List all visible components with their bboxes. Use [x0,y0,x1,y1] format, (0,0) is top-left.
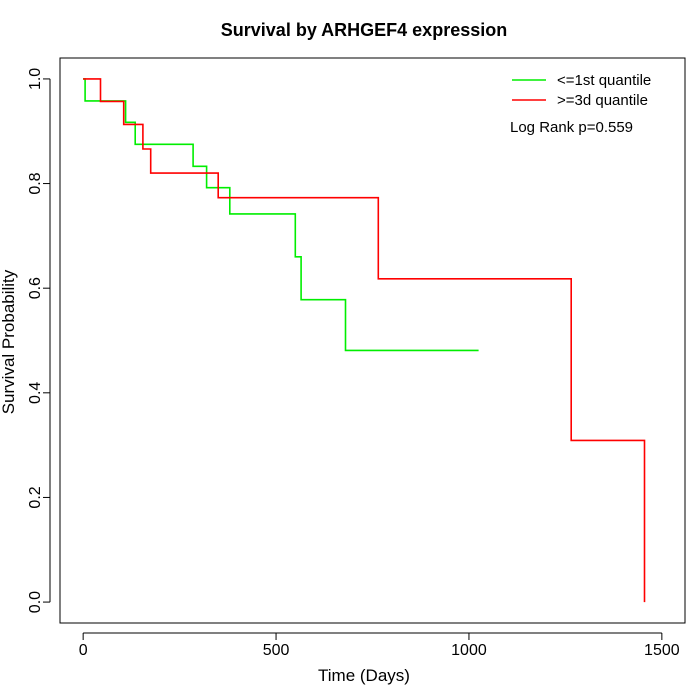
x-tick-label: 0 [79,642,88,659]
log-rank-annotation: Log Rank p=0.559 [510,119,633,136]
y-tick-label: 0.8 [27,172,44,194]
curve-series-1 [83,78,479,352]
y-tick-label: 0.4 [27,382,44,404]
survival-curves [83,78,646,603]
y-tick-label: 0.0 [27,591,44,613]
y-axis-label: Survival Probability [0,269,18,414]
x-axis-label: Time (Days) [318,666,410,685]
legend: <=1st quantile >=3d quantile [512,72,651,109]
x-tick-label: 1000 [451,642,487,659]
legend-label: >=3d quantile [557,92,648,109]
x-tick-label: 500 [263,642,290,659]
plot-frame [59,57,686,624]
y-axis: 0.0 0.2 0.4 0.6 0.8 1.0 [27,68,51,613]
y-tick-label: 1.0 [27,68,44,90]
y-tick-label: 0.2 [27,486,44,508]
x-axis: 0 500 1000 1500 [79,632,680,659]
chart-title: Survival by ARHGEF4 expression [221,20,507,40]
x-tick-label: 1500 [644,642,680,659]
y-tick-label: 0.6 [27,277,44,299]
legend-label: <=1st quantile [557,72,651,89]
curve-series-2 [83,78,646,603]
